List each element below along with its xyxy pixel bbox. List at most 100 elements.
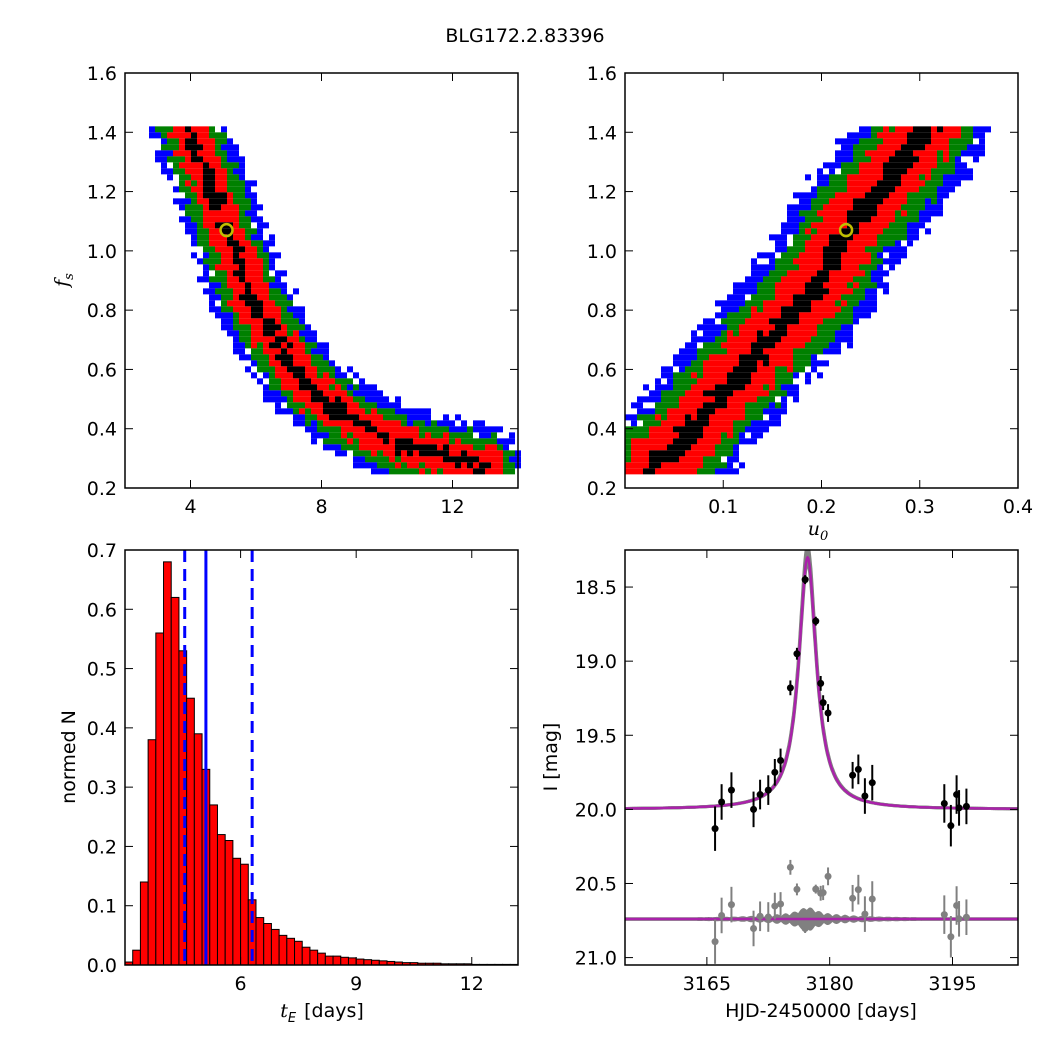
fs-u0-cell <box>829 324 835 331</box>
fs-u0-cell <box>739 390 745 397</box>
fs-te-cell <box>185 162 191 169</box>
fs-te-cell <box>221 234 227 241</box>
fs-u0-cell <box>709 324 715 331</box>
fs-te-cell <box>401 468 407 475</box>
te-histogram-bar <box>340 956 349 966</box>
fs-u0-cell <box>871 306 877 313</box>
fs-te-cell <box>269 288 275 295</box>
fs-u0-cell <box>841 246 847 253</box>
fs-te-cell <box>209 174 215 181</box>
fs-u0-cell <box>643 450 649 457</box>
fs-u0-cell <box>661 414 667 421</box>
fs-u0-cell <box>769 252 775 259</box>
fs-u0-cell <box>961 174 967 181</box>
fs-te-cell <box>317 414 323 421</box>
fs-te-cell <box>203 180 209 187</box>
te-histogram-y-tick-label: 0.2 <box>87 836 117 858</box>
fs-te-cell <box>461 420 467 427</box>
fs-te-cell <box>227 234 233 241</box>
fs-u0-cell <box>805 270 811 277</box>
fs-te-cell <box>233 312 239 319</box>
fs-te-cell <box>335 438 341 445</box>
fs-u0-cell <box>763 330 769 337</box>
fs-u0-cell <box>691 402 697 409</box>
fs-u0-cell <box>883 186 889 193</box>
fs-te-cell <box>239 186 245 193</box>
fs-u0-cell <box>739 294 745 301</box>
fs-u0-cell <box>883 150 889 157</box>
fs-te-cell <box>173 186 179 193</box>
fs-te-cell <box>227 186 233 193</box>
fs-te-cell <box>473 450 479 457</box>
fs-u0-cell <box>841 186 847 193</box>
fs-u0-cell <box>679 384 685 391</box>
fs-u0-cell <box>655 444 661 451</box>
fs-u0-cell <box>751 426 757 433</box>
fs-u0-cell <box>877 270 883 277</box>
fs-u0-cell <box>715 408 721 415</box>
fs-u0-cell <box>907 150 913 157</box>
fs-te-cell <box>167 132 173 139</box>
fs-u0-cell <box>835 150 841 157</box>
fs-u0-cell <box>937 204 943 211</box>
fs-te-cell <box>185 210 191 217</box>
fs-u0-cell <box>835 198 841 205</box>
fs-te-cell <box>209 144 215 151</box>
fs-te-cell <box>179 216 185 223</box>
fs-te-cell <box>497 438 503 445</box>
fs-u0-cell <box>673 420 679 427</box>
fs-u0-cell <box>661 402 667 409</box>
fs-u0-cell <box>745 354 751 361</box>
fs-u0-cell <box>907 132 913 139</box>
fs-te-cell <box>335 390 341 397</box>
fs-u0-cell <box>757 420 763 427</box>
fs-u0-cell <box>829 276 835 283</box>
fs-te-cell <box>359 384 365 391</box>
fs-te-cell <box>377 408 383 415</box>
observation-point <box>868 779 876 787</box>
fs-te-cell <box>197 162 203 169</box>
fs-u0-cell <box>955 162 961 169</box>
fs-te-cell <box>299 378 305 385</box>
fs-te-cell <box>359 462 365 469</box>
fs-te-cell <box>263 372 269 379</box>
fs-te-cell <box>281 390 287 397</box>
fs-u0-cell <box>871 246 877 253</box>
fs-te-cell <box>341 444 347 451</box>
fs-u0-cell <box>901 246 907 253</box>
fs-te-cell <box>377 432 383 439</box>
fs-u0-cell <box>949 180 955 187</box>
fs-u0-cell <box>805 252 811 259</box>
fs-te-cell <box>419 444 425 451</box>
fs-te-cell <box>359 396 365 403</box>
fs-u0-cell <box>973 150 979 157</box>
fs-u0-cell <box>775 390 781 397</box>
fs-te-cell <box>245 300 251 307</box>
fs-te-cell <box>161 144 167 151</box>
fs-te-cell <box>323 390 329 397</box>
fs-te-cell <box>191 192 197 199</box>
fs-u0-cell <box>859 150 865 157</box>
fs-u0-cell <box>895 198 901 205</box>
fs-u0-cell <box>811 348 817 355</box>
fs-u0-cell <box>703 408 709 415</box>
fs-u0-cell <box>679 402 685 409</box>
fs-u0-cell <box>895 162 901 169</box>
fs-u0-cell <box>847 312 853 319</box>
fs-u0-cell <box>841 234 847 241</box>
fs-u0-cell <box>853 168 859 175</box>
fs-u0-cell <box>769 414 775 421</box>
fs-te-cell <box>227 282 233 289</box>
fs-te-cell <box>509 456 515 463</box>
te-histogram-bar <box>263 923 272 966</box>
fs-te-cell <box>227 162 233 169</box>
te-histogram-bar <box>216 834 226 966</box>
fs-u0-cell <box>835 300 841 307</box>
te-histogram-y-tick-label: 0.0 <box>87 955 117 977</box>
fs-u0-cell <box>691 444 697 451</box>
fs-u0-cell <box>889 258 895 265</box>
fs-te-cell <box>239 294 245 301</box>
fs-u0-cell <box>691 348 697 355</box>
fs-te-cell <box>221 138 227 145</box>
fs-u0-cell <box>775 348 781 355</box>
